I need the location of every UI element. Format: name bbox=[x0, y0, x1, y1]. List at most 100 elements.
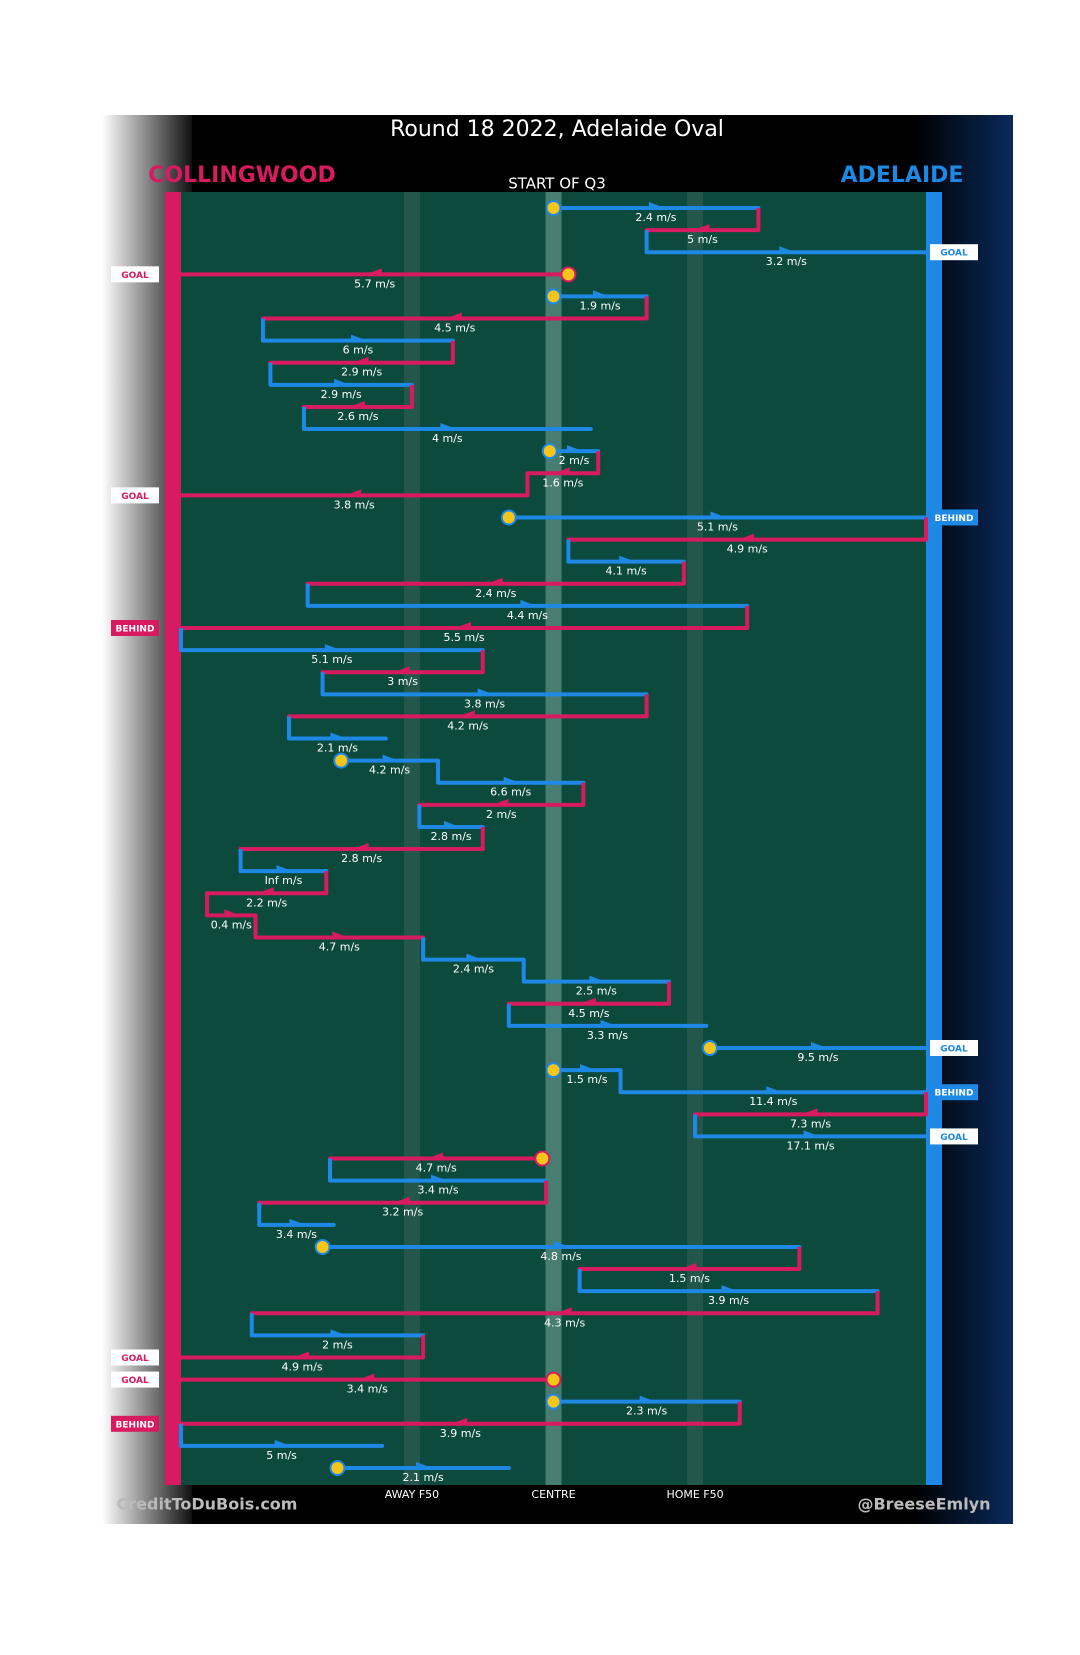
zone-label: CENTRE bbox=[531, 1488, 575, 1501]
result-tag bbox=[111, 487, 159, 504]
result-label: GOAL bbox=[940, 249, 968, 259]
speed-label: 9.5 m/s bbox=[797, 1051, 838, 1064]
result-label: BEHIND bbox=[935, 1089, 974, 1099]
title: Round 18 2022, Adelaide Oval bbox=[390, 117, 724, 142]
result-tag bbox=[111, 266, 159, 283]
stoppage bbox=[701, 1040, 718, 1056]
arrow bbox=[779, 246, 796, 255]
speed-label: 6 m/s bbox=[343, 344, 374, 357]
stoppage bbox=[500, 509, 517, 526]
speed-label: Inf m/s bbox=[265, 874, 303, 887]
arrow bbox=[445, 312, 462, 321]
arrow bbox=[348, 400, 365, 409]
arrow bbox=[332, 931, 349, 940]
speed-label: 5 m/s bbox=[687, 233, 718, 246]
plot: AWAY F50 CENTRE HOME F50 2.4 m/s 5 m/s 3.2 m/… bbox=[111, 192, 978, 1501]
arrow bbox=[566, 445, 583, 454]
arrow bbox=[553, 1240, 570, 1249]
arrow bbox=[431, 1174, 448, 1183]
speed-label: 1.9 m/s bbox=[579, 299, 620, 312]
speed-label: 5.7 m/s bbox=[354, 277, 395, 290]
speed-label: 4.9 m/s bbox=[281, 1360, 322, 1373]
arrow bbox=[382, 754, 399, 763]
arrow bbox=[593, 290, 610, 299]
result-tag bbox=[111, 1371, 159, 1388]
arrow bbox=[455, 622, 472, 630]
arrow bbox=[345, 489, 362, 498]
speed-label: 5.5 m/s bbox=[444, 631, 485, 644]
speed-label: 4.4 m/s bbox=[507, 609, 548, 622]
arrow bbox=[503, 776, 520, 785]
arrow bbox=[324, 644, 341, 653]
result-tag bbox=[930, 1128, 978, 1145]
speed-label: 4.2 m/s bbox=[369, 764, 410, 777]
arrow bbox=[393, 666, 410, 675]
result-label: GOAL bbox=[121, 492, 149, 502]
zone-stripe bbox=[687, 192, 704, 1485]
speed-label: 3.4 m/s bbox=[276, 1228, 317, 1241]
arrow bbox=[451, 1417, 468, 1426]
speed-label: 5.1 m/s bbox=[697, 520, 738, 533]
credit: CreditToDuBois.com bbox=[117, 1495, 298, 1514]
arrow bbox=[520, 599, 537, 608]
speed-label: 3.9 m/s bbox=[440, 1427, 481, 1440]
speed-label: 3 m/s bbox=[387, 675, 418, 688]
arrow bbox=[289, 1218, 306, 1227]
result-tag bbox=[111, 1349, 159, 1366]
arrow bbox=[352, 356, 369, 365]
speed-label: 3.2 m/s bbox=[766, 255, 807, 268]
stoppage bbox=[534, 1150, 551, 1167]
zone-label: HOME F50 bbox=[666, 1488, 723, 1501]
stoppage bbox=[541, 443, 558, 460]
speed-label: 2.4 m/s bbox=[475, 587, 516, 600]
arrow bbox=[721, 1285, 738, 1294]
speed-label: 2.8 m/s bbox=[341, 852, 382, 865]
result-label: GOAL bbox=[940, 1133, 968, 1143]
arrow bbox=[293, 1351, 310, 1360]
arrow bbox=[276, 865, 293, 874]
arrow bbox=[440, 423, 457, 432]
result-label: GOAL bbox=[121, 271, 149, 281]
arrow bbox=[801, 1108, 818, 1117]
result-label: GOAL bbox=[940, 1045, 968, 1055]
speed-label: 5 m/s bbox=[266, 1449, 297, 1462]
speed-label: 5.1 m/s bbox=[311, 653, 352, 666]
speed-label: 2.3 m/s bbox=[626, 1405, 667, 1418]
speed-label: 4.5 m/s bbox=[568, 1007, 609, 1020]
arrow bbox=[486, 577, 503, 586]
arrow bbox=[639, 1395, 656, 1404]
arrow bbox=[466, 953, 483, 962]
speed-label: 2.8 m/s bbox=[430, 830, 471, 843]
arrow bbox=[477, 688, 494, 697]
speed-label: 4 m/s bbox=[432, 432, 463, 445]
arrow bbox=[365, 268, 382, 277]
arrow bbox=[330, 732, 347, 741]
speed-label: 3.3 m/s bbox=[587, 1029, 628, 1042]
arrow bbox=[352, 843, 369, 852]
stoppage bbox=[545, 1393, 562, 1410]
arrow bbox=[427, 1152, 444, 1161]
arrow bbox=[580, 1064, 597, 1073]
speed-label: 17.1 m/s bbox=[786, 1139, 834, 1152]
speed-label: 4.8 m/s bbox=[540, 1250, 581, 1263]
arrow bbox=[274, 1439, 291, 1448]
subtitle: START OF Q3 bbox=[508, 175, 606, 193]
result-tag bbox=[930, 1040, 978, 1056]
speed-label: 2 m/s bbox=[322, 1338, 353, 1351]
speed-label: 2.1 m/s bbox=[317, 742, 358, 755]
speed-label: 2 m/s bbox=[486, 808, 517, 821]
speed-label: 4.7 m/s bbox=[416, 1162, 457, 1175]
speed-label: 11.4 m/s bbox=[749, 1095, 797, 1108]
arrow bbox=[680, 1263, 697, 1272]
zone-label: AWAY F50 bbox=[385, 1488, 439, 1501]
goal-bar bbox=[165, 192, 181, 1485]
arrow bbox=[589, 975, 606, 984]
arrow bbox=[600, 1019, 617, 1028]
speed-label: 4.7 m/s bbox=[319, 940, 360, 953]
arrow bbox=[330, 1329, 347, 1338]
speed-label: 3.8 m/s bbox=[464, 697, 505, 710]
result-tag bbox=[930, 244, 978, 261]
result-tag bbox=[930, 1084, 978, 1101]
team-name: COLLINGWOOD bbox=[148, 163, 335, 188]
